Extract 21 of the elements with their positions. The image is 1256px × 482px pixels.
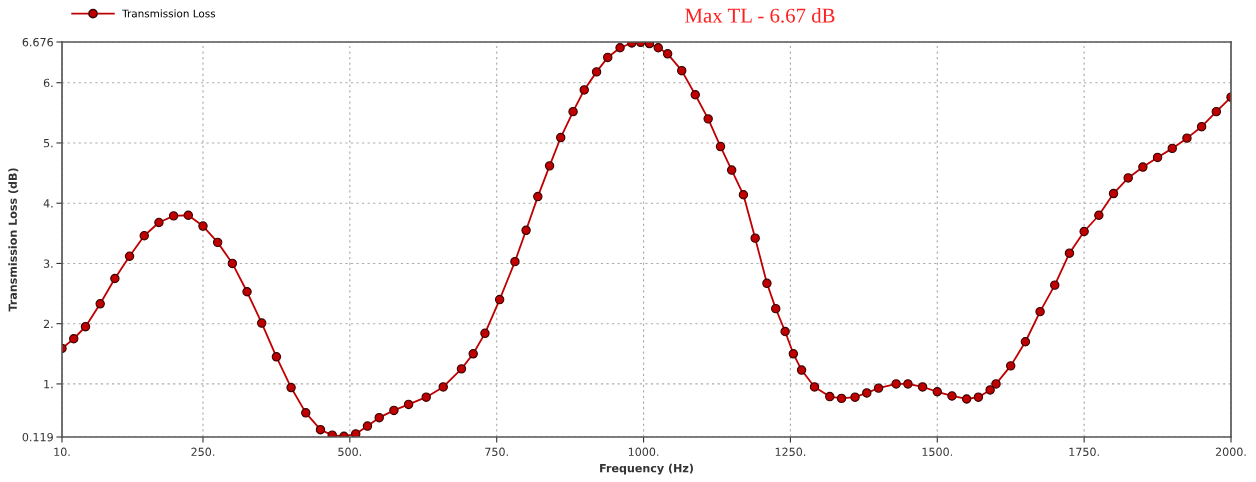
x-tick-label: 250. bbox=[191, 447, 215, 457]
y-tick-label: 4. bbox=[43, 199, 53, 208]
x-tick-label: 1250. bbox=[775, 447, 806, 457]
y-axis-title: Transmission Loss (dB) bbox=[8, 168, 19, 312]
x-axis-title: Frequency (Hz) bbox=[600, 463, 693, 475]
y-tick-label: 2. bbox=[43, 319, 53, 328]
y-tick-label: 6. bbox=[43, 78, 53, 88]
x-tick-label: 10. bbox=[54, 447, 70, 457]
y-tick-label: 5. bbox=[43, 139, 53, 148]
x-tick-label: 750. bbox=[485, 447, 508, 457]
x-tick-label: 1750. bbox=[1069, 447, 1099, 457]
y-tick-label: 6.676 bbox=[22, 37, 53, 47]
y-tick-label: 3. bbox=[43, 259, 53, 268]
y-tick-label: 1. bbox=[44, 380, 53, 389]
x-tick-label: 1000. bbox=[628, 447, 659, 457]
x-tick-label: 1500. bbox=[922, 447, 952, 457]
y-tick-label: 0.119 bbox=[22, 432, 53, 442]
legend-label: Transmission Loss bbox=[122, 9, 216, 18]
x-tick-label: 2000. bbox=[1215, 447, 1246, 457]
text: Max TL - 6.67 dB bbox=[685, 8, 835, 23]
x-tick-label: 500. bbox=[338, 447, 362, 457]
